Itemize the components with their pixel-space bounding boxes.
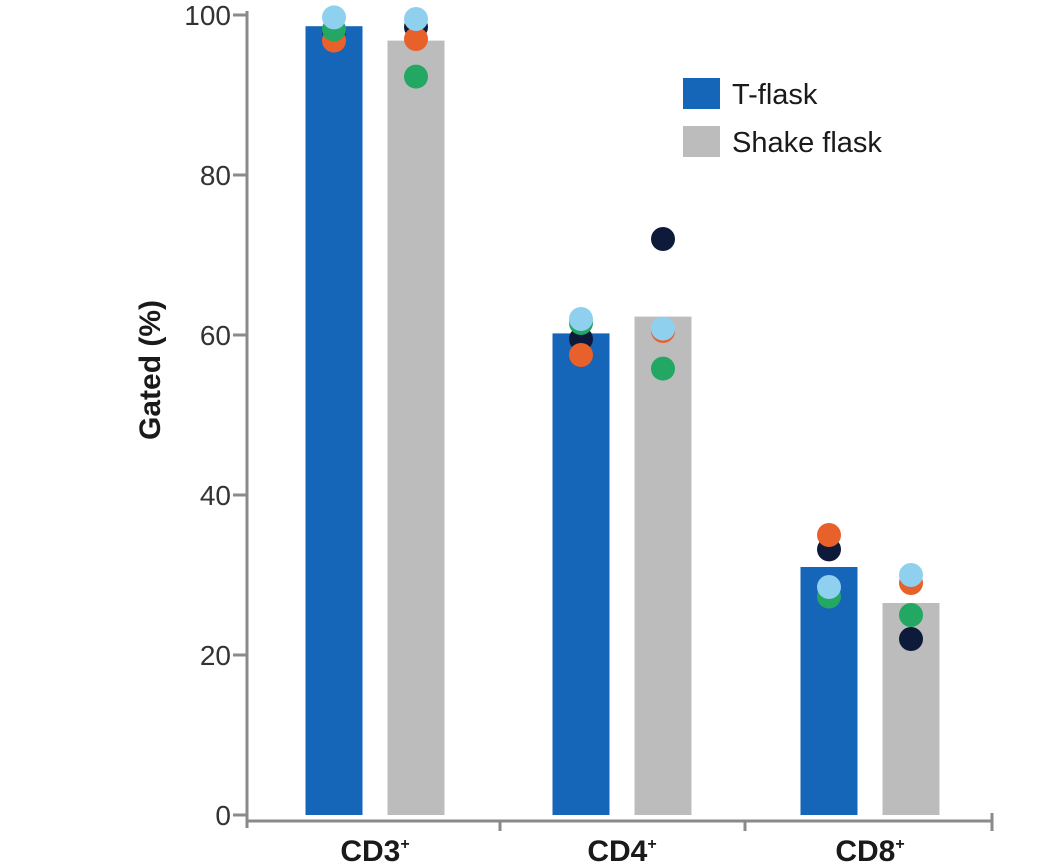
data-point [899,627,923,651]
legend-swatch [683,126,720,157]
bar-t-flask-cd3 [305,26,363,815]
y-tick-label: 80 [200,160,231,191]
data-point [569,343,593,367]
category-superscript: + [647,836,656,853]
bar-shake-flask-cd3 [387,40,445,816]
legend-label: T-flask [732,79,818,111]
y-tick-label: 100 [184,0,231,31]
data-point [817,523,841,547]
data-point [404,7,428,31]
category-name: CD8 [835,835,895,864]
points-group [322,5,923,651]
y-tick-label: 0 [215,800,231,831]
data-point [404,64,428,89]
bars-group [305,26,940,816]
legend-label: Shake flask [732,127,882,159]
bar-shake-flask-cd4 [634,316,692,815]
data-point [651,316,675,341]
x-category-label: CD4+ [587,835,656,864]
x-category-label: CD8+ [835,835,904,864]
data-point [899,603,923,627]
y-tick-label: 40 [200,480,231,511]
data-point [651,227,675,251]
data-point [899,563,923,587]
axes [233,11,994,831]
data-point [651,356,675,381]
category-name: CD3 [340,835,400,864]
category-superscript: + [895,836,904,853]
x-category-label: CD3+ [340,835,409,864]
bar-t-flask-cd4 [552,333,610,815]
y-axis-title: Gated (%) [134,300,167,440]
legend: T-flask Shake flask [683,78,882,159]
data-point [569,307,593,331]
category-name: CD4 [587,835,647,864]
data-point [322,5,346,30]
data-point [404,27,428,51]
data-point [817,575,841,599]
category-superscript: + [400,836,409,853]
y-tick-label: 60 [200,320,231,351]
y-tick-label: 20 [200,640,231,671]
legend-swatch [683,78,720,109]
